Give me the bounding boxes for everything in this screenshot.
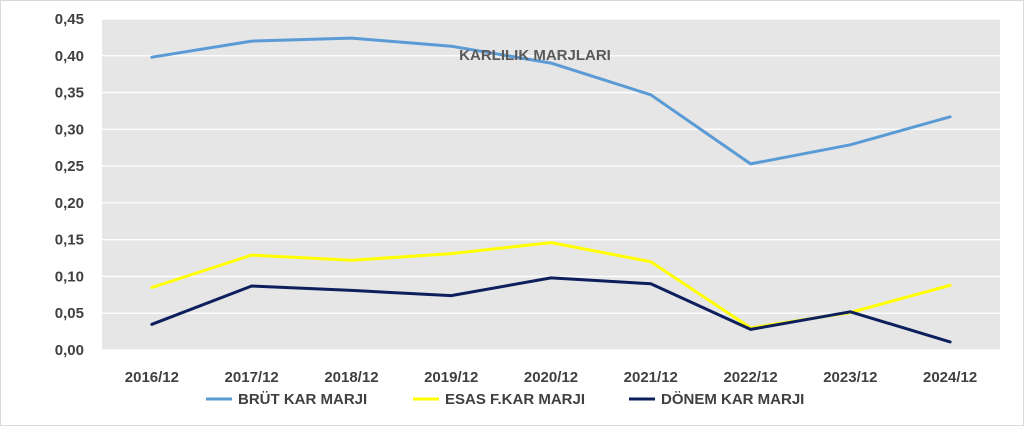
y-tick-label: 0,35 — [55, 85, 84, 102]
x-tick-label: 2023/12 — [823, 369, 877, 386]
x-tick-label: 2018/12 — [324, 369, 378, 386]
y-tick-label: 0,15 — [55, 232, 84, 249]
plot-area — [102, 19, 1000, 350]
legend-label-3: DÖNEM KAR MARJI — [661, 391, 804, 408]
gridlines — [102, 18, 1000, 351]
y-tick-label: 0,10 — [55, 268, 84, 285]
x-tick-label: 2021/12 — [624, 369, 678, 386]
legend: BRÜT KAR MARJI ESAS F.KAR MARJI DÖNEM KAR … — [206, 391, 804, 408]
series-line-3 — [150, 276, 952, 344]
y-tick-label: 0,45 — [55, 11, 84, 28]
y-tick-label: 0,20 — [55, 195, 84, 212]
x-tick-label: 2016/12 — [125, 369, 179, 386]
y-tick-label: 0,25 — [55, 158, 84, 175]
x-tick-label: 2020/12 — [524, 369, 578, 386]
legend-label-1: BRÜT KAR MARJI — [238, 391, 367, 408]
legend-label-2: ESAS F.KAR MARJI — [445, 391, 585, 408]
series-lines — [150, 36, 952, 344]
y-tick-label: 0,05 — [55, 305, 84, 322]
chart-title: KARLILIK MARJLARI — [459, 47, 611, 64]
x-tick-label: 2019/12 — [424, 369, 478, 386]
x-tick-label: 2022/12 — [723, 369, 777, 386]
x-tick-label: 2017/12 — [225, 369, 279, 386]
y-axis-ticks: 0,00 0,05 0,10 0,15 0,20 0,25 0,30 0,35 0,40 0,45 — [55, 11, 84, 359]
y-tick-label: 0,00 — [55, 342, 84, 359]
x-tick-label: 2024/12 — [923, 369, 977, 386]
series-line-1 — [150, 36, 952, 166]
y-tick-label: 0,40 — [55, 48, 84, 65]
y-tick-label: 0,30 — [55, 121, 84, 138]
x-axis-ticks: 2016/12 2017/12 2018/12 2019/12 2020/12 2021/… — [125, 369, 977, 386]
